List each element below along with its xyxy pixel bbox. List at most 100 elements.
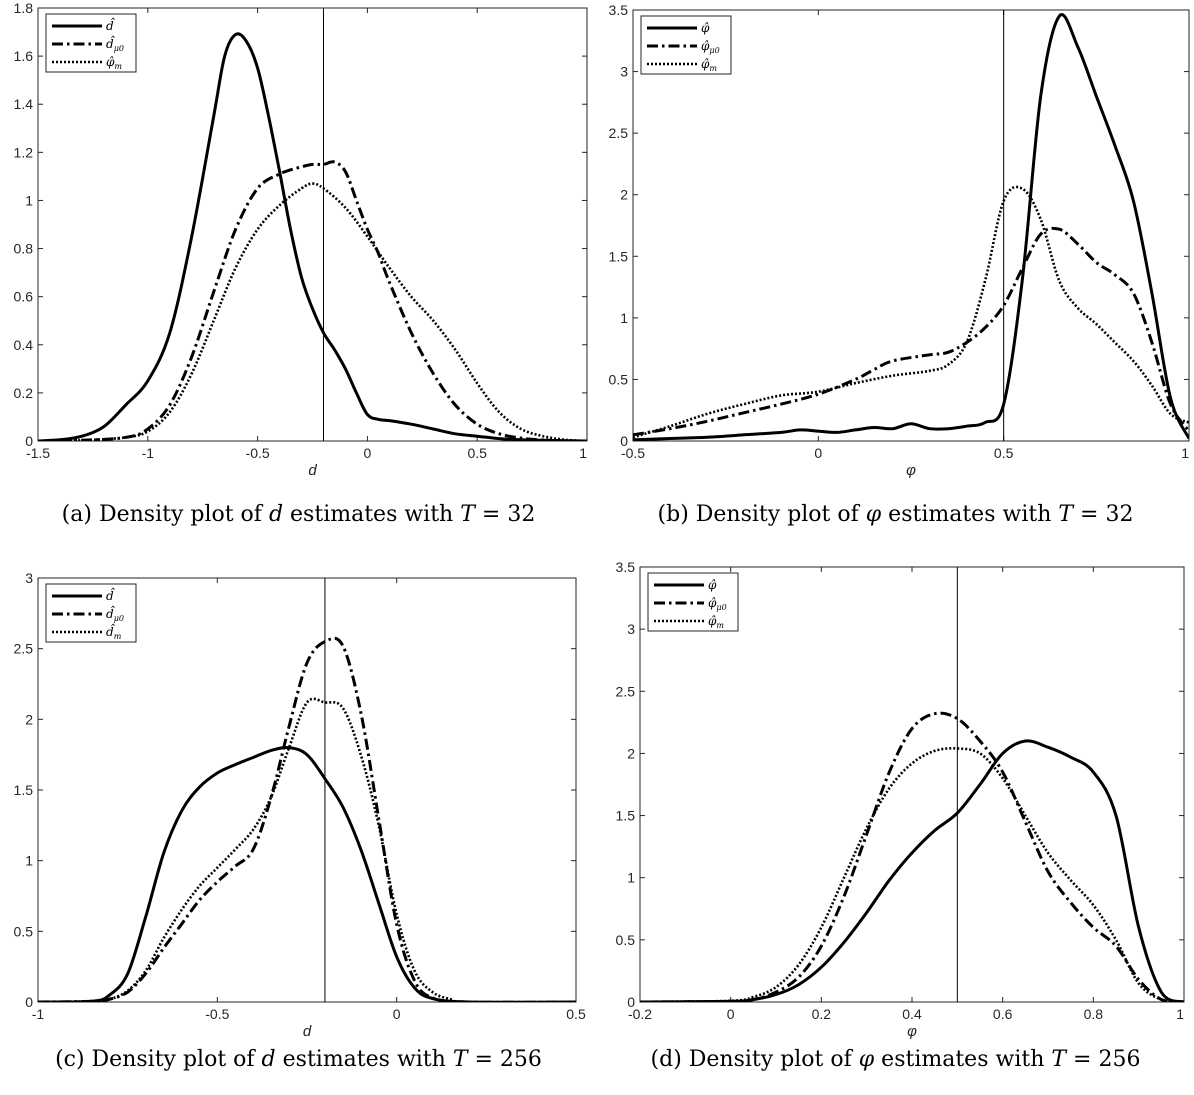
x-axis-label: φ (906, 462, 916, 479)
y-tick-label: 0.5 (616, 932, 636, 948)
x-axis-label: φ (907, 1023, 917, 1040)
chart-d: -0.2 0 0.2 0.4 0.6 0.8 100.511.522.533.5φφ̂φ̂μ… (616, 559, 1185, 1040)
x-tick-label: 0 (814, 445, 822, 461)
legend-label: d̂μ0 (106, 604, 124, 623)
y-tick-label: 1.5 (616, 808, 636, 824)
legend-label: φ̂m (701, 57, 717, 73)
caption-b: (b) Density plot of φ estimates with T =… (657, 502, 1134, 527)
plot-frame (37, 577, 577, 1003)
y-tick-label: 1.8 (14, 0, 34, 16)
legend-label: φ̂μ0 (701, 39, 720, 55)
y-tick-label: 0.8 (14, 241, 34, 257)
x-tick-label: 1 (1181, 445, 1189, 461)
series-line-dotted (38, 697, 576, 1002)
y-tick-label: 2.5 (616, 683, 636, 699)
y-tick-label: 1.4 (14, 96, 34, 112)
chart-a: -1.5 -1 -0.5 0 0.5 1 0 0.2 0.4 0.6 0.8 1 1.2 1.4 1.6 1.… (14, 0, 588, 479)
legend-label: d̂μ0 (106, 34, 124, 53)
y-tick-label: 2 (620, 187, 628, 203)
x-tick-label: -0.5 (205, 1006, 229, 1022)
legend: d̂d̂μ0 φ̂m (45, 13, 137, 73)
series-line-solid (38, 32, 587, 441)
legend-label: d̂m (106, 622, 122, 641)
y-tick-label: 0 (620, 433, 628, 449)
y-tick-label: 2 (25, 711, 33, 727)
x-tick-label: 1 (579, 445, 587, 461)
y-tick-label: 1.5 (14, 782, 34, 798)
chart-panel-d: -0.2 0 0.2 0.4 0.6 0.8 1 0 0.5 1 1.5 2 2.5 3 3.5 φ φ̂ φ̂μ… (597, 555, 1194, 1095)
legend: φ̂ φ̂μ0 φ̂m (647, 572, 739, 632)
chart-panel-a: -1.5 -1 -0.5 0 0.5 1 0 0.2 0.4 0.6 0.8 1 1.2 1.4 1.6 1.… (0, 0, 597, 547)
x-tick-label: 0.5 (566, 1006, 586, 1022)
x-tick-label: 0 (393, 1006, 401, 1022)
x-tick-label: 0.4 (902, 1006, 922, 1022)
x-tick-label: 0.5 (467, 445, 487, 461)
chart-panel-b: -0.5 0 0.5 1 0 0.5 1 1.5 2 2.5 3 3.5 φ φ̂ φ̂μ0 φ̂m (b) … (597, 0, 1194, 547)
legend: d̂d̂μ0d̂m (45, 583, 137, 643)
y-tick-label: 0 (627, 994, 635, 1010)
x-tick-label: 0.6 (993, 1006, 1013, 1022)
legend-label: φ̂ (701, 21, 710, 35)
plot-frame (37, 7, 588, 442)
x-tick-label: 1 (1176, 1006, 1184, 1022)
y-tick-label: 0.2 (14, 385, 34, 401)
y-tick-label: 3 (620, 64, 628, 80)
y-tick-label: 2.5 (609, 125, 629, 141)
legend: φ̂ φ̂μ0 φ̂m (640, 15, 732, 75)
x-axis-label: d (303, 1023, 312, 1040)
series-line-dashdot (38, 636, 576, 1002)
legend-label: d̂ (106, 16, 116, 33)
y-tick-label: 1 (620, 310, 628, 326)
series-line-dotted (640, 747, 1184, 1002)
x-tick-label: -0.5 (246, 445, 270, 461)
x-axis-label: d (308, 462, 317, 479)
x-tick-label: 0.2 (812, 1006, 832, 1022)
y-tick-label: 0.5 (609, 371, 629, 387)
y-tick-label: 2.5 (14, 641, 34, 657)
y-tick-label: 3.5 (609, 2, 629, 18)
y-tick-label: 0 (25, 433, 33, 449)
caption-c: (c) Density plot of d estimates with T =… (55, 1047, 542, 1072)
x-tick-label: 0.8 (1084, 1006, 1104, 1022)
series-line-solid (38, 745, 576, 1002)
y-tick-label: 0.4 (14, 337, 34, 353)
x-tick-label: -1 (142, 445, 155, 461)
chart-c: -1 -0.5 0 0.5 0 0.5 1 1.5 2 2.5 3 d d̂d̂μ0d̂m (14, 570, 586, 1040)
legend-label: φ̂μ0 (708, 596, 727, 612)
caption-a: (a) Density plot of d estimates with T =… (61, 502, 536, 527)
chart-panel-c: -1 -0.5 0 0.5 0 0.5 1 1.5 2 2.5 3 d d̂ d̂μ0 d̂m (c) De… (0, 555, 597, 1095)
y-tick-label: 0 (25, 994, 33, 1010)
y-tick-label: 0.6 (14, 289, 34, 305)
y-tick-label: 2 (627, 745, 635, 761)
y-tick-label: 1.6 (14, 48, 34, 64)
y-tick-label: 1 (25, 192, 33, 208)
x-tick-label: -0.5 (621, 445, 645, 461)
plot-frame (632, 9, 1190, 442)
chart-b: -0.5 0 0.5 100.511.522.533.5φφ̂φ̂μ0φ̂m (609, 2, 1190, 479)
legend-label: φ̂ (708, 578, 717, 592)
y-tick-label: 3 (627, 621, 635, 637)
series-line-dashdot (640, 711, 1184, 1002)
x-tick-label: 0 (364, 445, 372, 461)
y-tick-label: 3.5 (616, 559, 636, 575)
legend-label: φ̂m (106, 55, 122, 71)
legend-label: d̂ (106, 586, 116, 603)
series-line-solid (633, 13, 1189, 441)
series-line-dotted (633, 185, 1189, 439)
series-line-dotted (38, 182, 587, 441)
y-tick-label: 1.5 (609, 248, 629, 264)
caption-d: (d) Density plot of φ estimates with T =… (650, 1047, 1141, 1072)
legend-label: φ̂m (708, 614, 724, 630)
y-tick-label: 1 (627, 870, 635, 886)
x-tick-label: 0.5 (994, 445, 1014, 461)
x-tick-label: 0 (727, 1006, 735, 1022)
y-tick-label: 3 (25, 570, 33, 586)
series-line-dashdot (38, 160, 587, 441)
x-tick-label: -1 (32, 1006, 45, 1022)
y-tick-label: 0.5 (14, 923, 34, 939)
y-tick-label: 1.2 (14, 144, 34, 160)
x-tick-label: -1.5 (26, 445, 50, 461)
series-line-solid (640, 739, 1184, 1002)
y-tick-label: 1 (25, 853, 33, 869)
plot-frame (639, 566, 1185, 1003)
